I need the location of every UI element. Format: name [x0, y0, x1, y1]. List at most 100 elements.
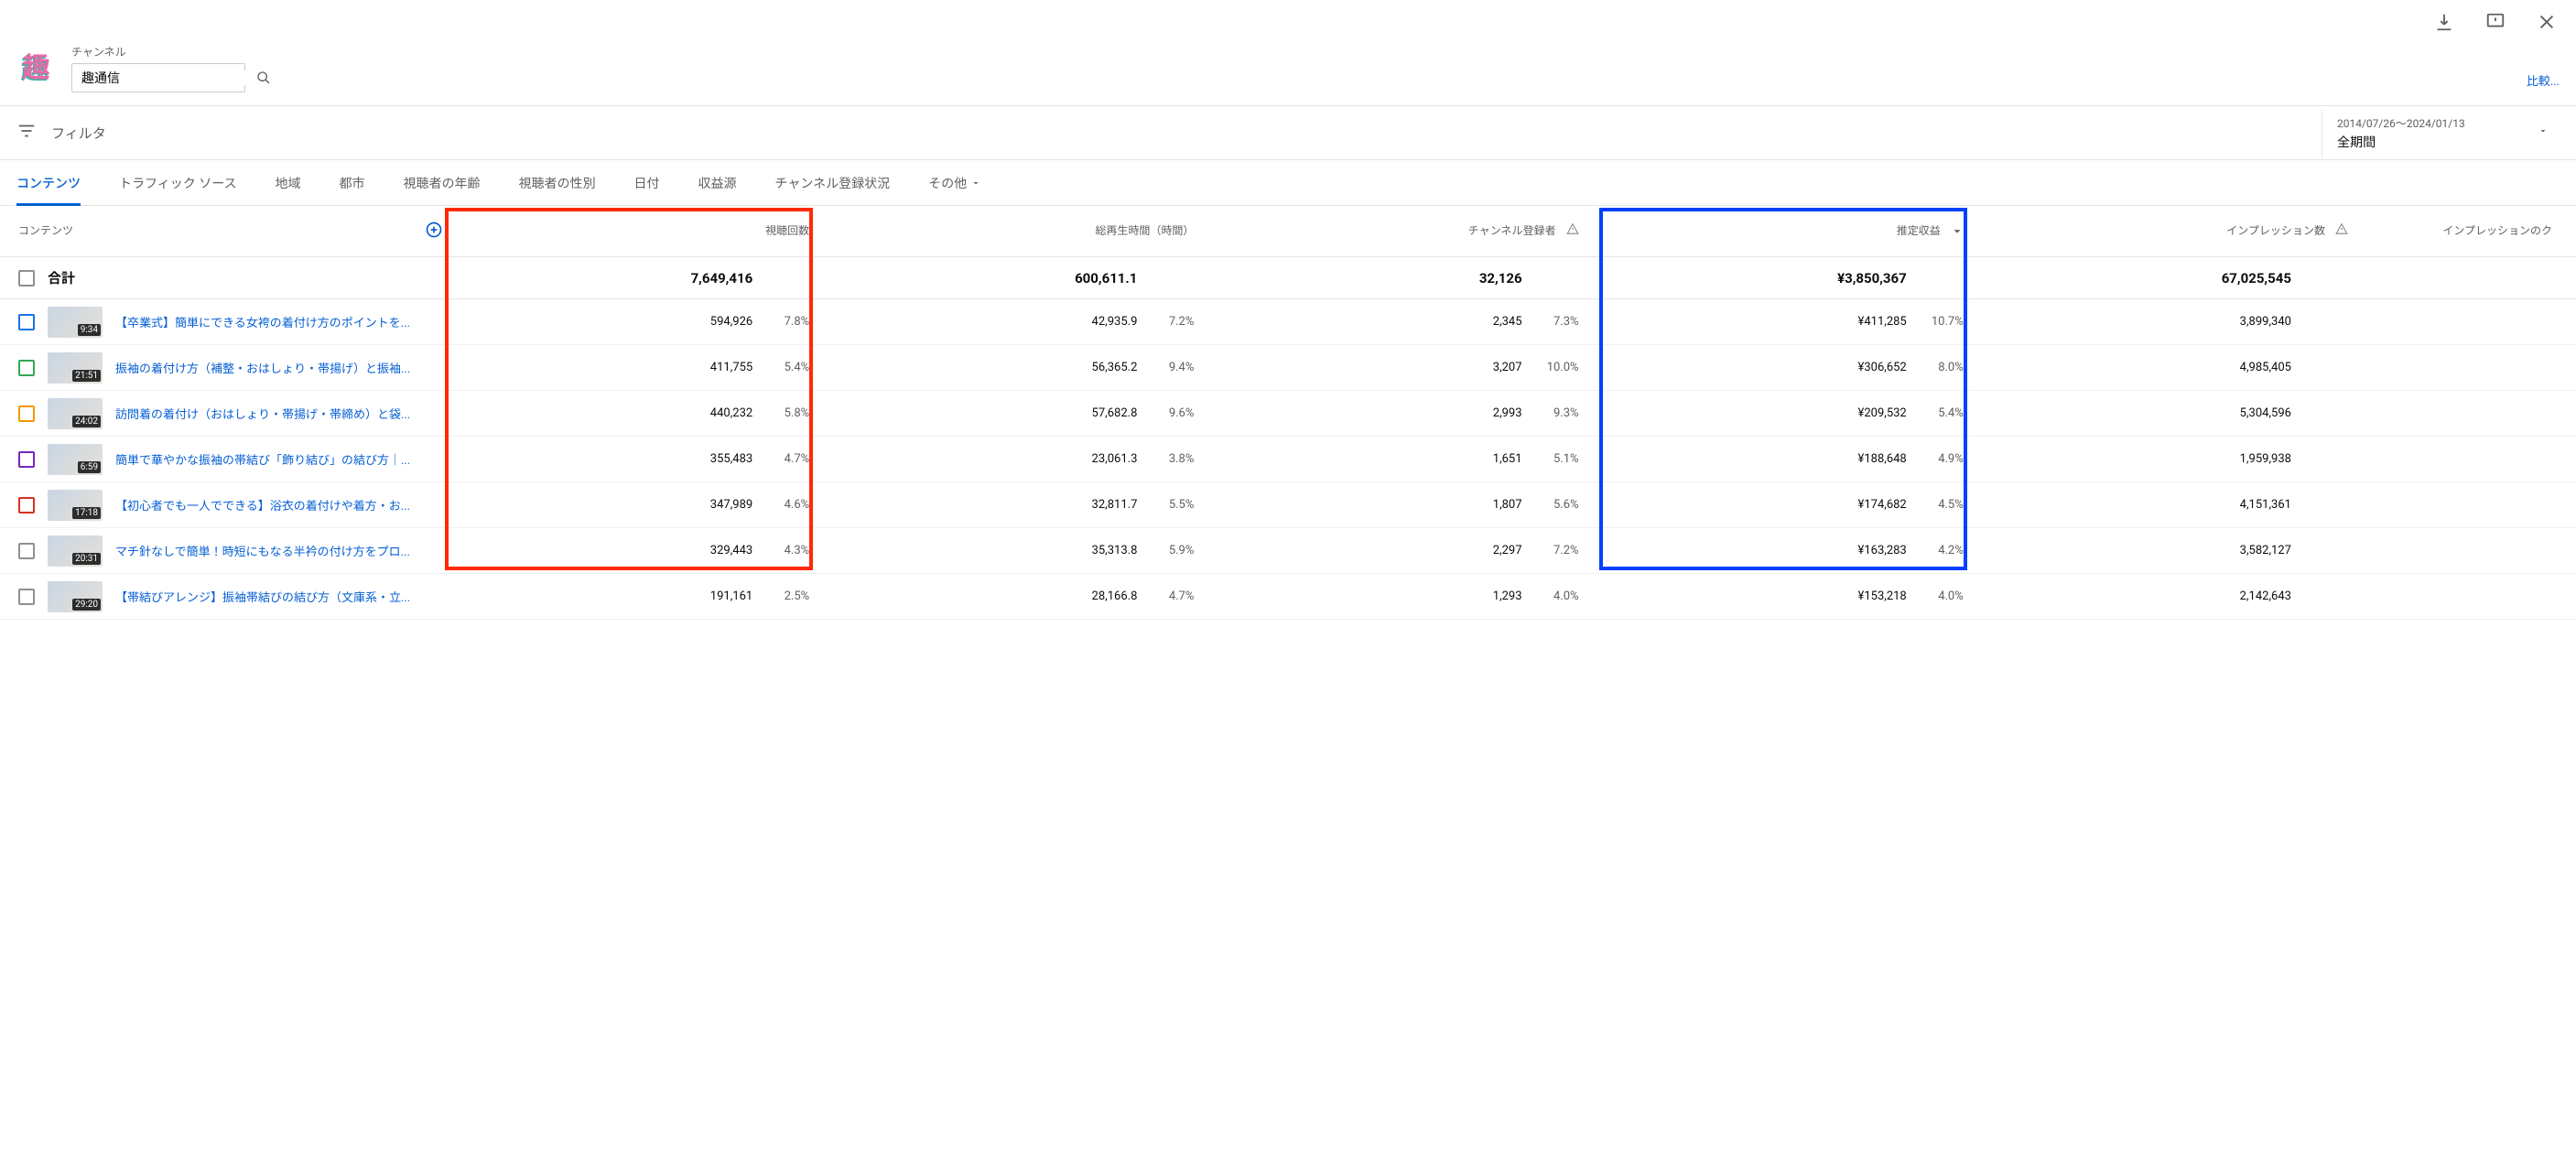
- subs-pct: 7.3%: [1530, 315, 1579, 329]
- filter-icon[interactable]: [16, 121, 37, 145]
- date-range-picker[interactable]: 2014/07/26～2024/01/13 全期間: [2322, 110, 2560, 157]
- duration-badge: 21:51: [72, 370, 101, 382]
- channel-search[interactable]: [71, 63, 245, 92]
- row-checkbox[interactable]: [18, 497, 35, 514]
- compare-link[interactable]: 比較...: [2527, 71, 2560, 89]
- video-title-link[interactable]: 振袖の着付け方（補整・おはしょり・帯揚げ）と振袖...: [115, 359, 410, 376]
- row-checkbox[interactable]: [18, 314, 35, 330]
- impressions-value: 3,899,340: [2218, 315, 2291, 329]
- tab-revenue-src[interactable]: 収益源: [698, 160, 737, 205]
- video-thumbnail[interactable]: 29:20: [48, 581, 103, 612]
- watch-value: 28,166.8: [1064, 589, 1137, 603]
- download-icon[interactable]: [2431, 9, 2457, 35]
- duration-badge: 9:34: [78, 324, 101, 336]
- tab-region[interactable]: 地域: [276, 160, 301, 205]
- impressions-value: 4,151,361: [2218, 498, 2291, 512]
- views-pct: 5.4%: [760, 361, 809, 374]
- tab-city[interactable]: 都市: [340, 160, 365, 205]
- revenue-value: ¥209,532: [1834, 406, 1907, 420]
- analytics-table: コンテンツ 視聴回数 総再生時間（時間） チャンネル登録者 推定収益 インプレッ…: [0, 206, 2576, 620]
- video-title-link[interactable]: 訪問着の着付け（おはしょり・帯揚げ・帯締め）と袋...: [115, 405, 410, 422]
- views-pct: 5.8%: [760, 406, 809, 420]
- row-checkbox[interactable]: [18, 543, 35, 559]
- video-thumbnail[interactable]: 6:59: [48, 444, 103, 475]
- table-row: 21:51 振袖の着付け方（補整・おはしょり・帯揚げ）と振袖... 411,755 5…: [0, 345, 2576, 391]
- tab-sub-status[interactable]: チャンネル登録状況: [775, 160, 891, 205]
- tab-gender[interactable]: 視聴者の性別: [519, 160, 596, 205]
- revenue-pct: 4.2%: [1914, 544, 1964, 557]
- col-subs-label[interactable]: チャンネル登録者: [1468, 222, 1579, 240]
- views-pct: 4.3%: [760, 544, 809, 557]
- col-impressions-label[interactable]: インプレッション数: [2226, 222, 2348, 240]
- tab-content[interactable]: コンテンツ: [16, 160, 81, 205]
- watch-value: 57,682.8: [1064, 406, 1137, 420]
- views-pct: 2.5%: [760, 589, 809, 603]
- subs-value: 2,297: [1449, 544, 1522, 557]
- video-thumbnail[interactable]: 9:34: [48, 307, 103, 338]
- watch-value: 56,365.2: [1064, 361, 1137, 374]
- table-row: 6:59簡単で華やかな振袖の帯結び「飾り結び」の結び方｜...355,4834.…: [0, 437, 2576, 482]
- subs-value: 2,993: [1449, 406, 1522, 420]
- col-watch-label[interactable]: 総再生時間（時間）: [1095, 224, 1194, 239]
- views-value: 191,161: [679, 589, 752, 603]
- watch-pct: 7.2%: [1144, 315, 1194, 329]
- subs-pct: 9.3%: [1530, 406, 1579, 420]
- date-period-text: 全期間: [2337, 133, 2545, 151]
- row-checkbox[interactable]: [18, 451, 35, 468]
- channel-search-input[interactable]: [72, 70, 256, 85]
- duration-badge: 24:02: [72, 416, 101, 427]
- views-value: 355,483: [679, 452, 752, 466]
- table-row: 9:34 【卒業式】簡単にできる女袴の着付け方のポイントを... 594,926 7.…: [0, 299, 2576, 345]
- col-views-label[interactable]: 視聴回数: [765, 224, 809, 239]
- tab-traffic[interactable]: トラフィック ソース: [119, 160, 237, 205]
- date-range-text: 2014/07/26～2024/01/13: [2337, 115, 2545, 131]
- watch-value: 42,935.9: [1064, 315, 1137, 329]
- video-title-link[interactable]: 【初心者でも一人でできる】浴衣の着付けや着方・お...: [115, 496, 410, 514]
- col-ctr-label[interactable]: インプレッションのク: [2442, 224, 2552, 239]
- revenue-pct: 4.5%: [1914, 498, 1964, 512]
- subs-pct: 7.2%: [1530, 544, 1579, 557]
- tab-date[interactable]: 日付: [634, 160, 660, 205]
- tab-age[interactable]: 視聴者の年齢: [404, 160, 481, 205]
- close-icon[interactable]: [2534, 9, 2560, 35]
- watch-pct: 4.7%: [1144, 589, 1194, 603]
- row-checkbox[interactable]: [18, 360, 35, 376]
- duration-badge: 20:31: [72, 553, 101, 565]
- video-title-link[interactable]: 簡単で華やかな振袖の帯結び「飾り結び」の結び方｜...: [115, 450, 410, 468]
- feedback-icon[interactable]: [2483, 9, 2508, 35]
- tab-more-label: その他: [928, 174, 967, 192]
- video-thumbnail[interactable]: 24:02: [48, 398, 103, 429]
- subs-value: 3,207: [1449, 361, 1522, 374]
- add-column-button[interactable]: [425, 221, 443, 243]
- video-title-link[interactable]: 【卒業式】簡単にできる女袴の着付け方のポイントを...: [115, 313, 410, 330]
- total-impressions: 67,025,545: [2218, 270, 2291, 287]
- views-pct: 4.6%: [760, 498, 809, 512]
- filter-label[interactable]: フィルタ: [51, 124, 106, 143]
- video-thumbnail[interactable]: 20:31: [48, 535, 103, 567]
- revenue-value: ¥306,652: [1834, 361, 1907, 374]
- watch-pct: 9.4%: [1144, 361, 1194, 374]
- tab-more[interactable]: その他: [928, 160, 981, 205]
- total-views: 7,649,416: [679, 270, 752, 287]
- views-value: 347,989: [679, 498, 752, 512]
- views-value: 329,443: [679, 544, 752, 557]
- views-value: 594,926: [679, 315, 752, 329]
- col-content-label: コンテンツ: [18, 224, 73, 239]
- video-thumbnail[interactable]: 17:18: [48, 490, 103, 521]
- search-icon[interactable]: [256, 70, 271, 85]
- impressions-value: 4,985,405: [2218, 361, 2291, 374]
- col-revenue-label[interactable]: 推定収益: [1897, 222, 1964, 240]
- checkbox-all[interactable]: [18, 270, 35, 287]
- warning-icon: [2335, 222, 2348, 240]
- video-thumbnail[interactable]: 21:51: [48, 352, 103, 384]
- total-watch: 600,611.1: [1064, 270, 1137, 287]
- duration-badge: 17:18: [72, 507, 101, 519]
- revenue-value: ¥174,682: [1834, 498, 1907, 512]
- video-title-link[interactable]: 【帯結びアレンジ】振袖帯結びの結び方（文庫系・立...: [115, 588, 410, 605]
- impressions-value: 2,142,643: [2218, 589, 2291, 603]
- views-value: 411,755: [679, 361, 752, 374]
- row-checkbox[interactable]: [18, 589, 35, 605]
- video-title-link[interactable]: マチ針なしで簡単！時短にもなる半衿の付け方をプロ...: [115, 542, 410, 559]
- row-checkbox[interactable]: [18, 405, 35, 422]
- dropdown-caret-icon: [2538, 125, 2549, 140]
